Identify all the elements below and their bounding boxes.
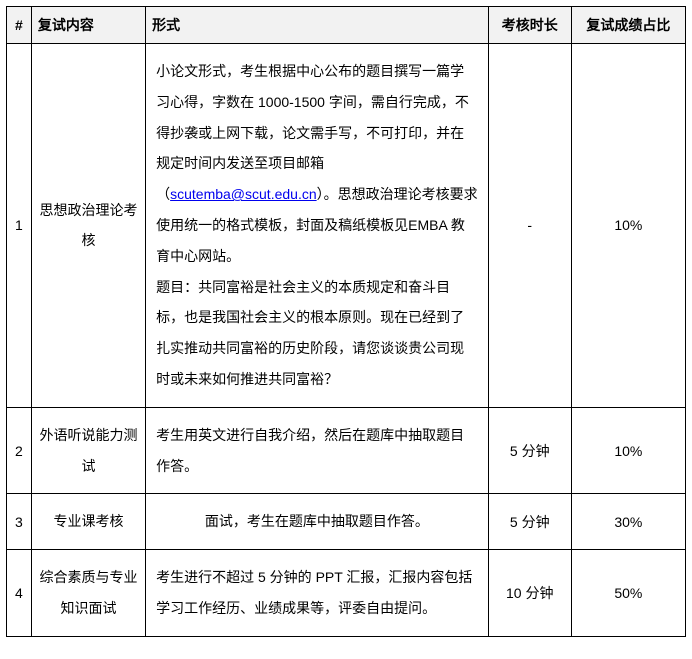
- row-num: 4: [7, 550, 32, 637]
- table-row: 4 综合素质与专业知识面试 考生进行不超过 5 分钟的 PPT 汇报，汇报内容包…: [7, 550, 686, 637]
- row-duration: -: [488, 44, 571, 408]
- row-content: 专业课考核: [31, 494, 145, 550]
- row-content: 思想政治理论考核: [31, 44, 145, 408]
- row-num: 2: [7, 407, 32, 494]
- row-duration: 10 分钟: [488, 550, 571, 637]
- header-num: #: [7, 7, 32, 44]
- row-form: 考生进行不超过 5 分钟的 PPT 汇报，汇报内容包括学习工作经历、业绩成果等，…: [146, 550, 489, 637]
- row-duration: 5 分钟: [488, 407, 571, 494]
- row-weight: 10%: [571, 44, 685, 408]
- email-link[interactable]: scutemba@scut.edu.cn: [170, 186, 317, 202]
- row-content: 外语听说能力测试: [31, 407, 145, 494]
- table-row: 1 思想政治理论考核 小论文形式，考生根据中心公布的题目撰写一篇学习心得，字数在…: [7, 44, 686, 408]
- exam-table: # 复试内容 形式 考核时长 复试成绩占比 1 思想政治理论考核 小论文形式，考…: [6, 6, 686, 637]
- header-form: 形式: [146, 7, 489, 44]
- header-weight: 复试成绩占比: [571, 7, 685, 44]
- row-weight: 50%: [571, 550, 685, 637]
- table-row: 2 外语听说能力测试 考生用英文进行自我介绍，然后在题库中抽取题目作答。 5 分…: [7, 407, 686, 494]
- row-weight: 10%: [571, 407, 685, 494]
- header-duration: 考核时长: [488, 7, 571, 44]
- header-content: 复试内容: [31, 7, 145, 44]
- row-form: 考生用英文进行自我介绍，然后在题库中抽取题目作答。: [146, 407, 489, 494]
- form-text-pre: 小论文形式，考生根据中心公布的题目撰写一篇学习心得，字数在 1000-1500 …: [156, 63, 469, 202]
- row-form: 面试，考生在题库中抽取题目作答。: [146, 494, 489, 550]
- row-content: 综合素质与专业知识面试: [31, 550, 145, 637]
- row-weight: 30%: [571, 494, 685, 550]
- row-form: 小论文形式，考生根据中心公布的题目撰写一篇学习心得，字数在 1000-1500 …: [146, 44, 489, 408]
- row-duration: 5 分钟: [488, 494, 571, 550]
- table-header-row: # 复试内容 形式 考核时长 复试成绩占比: [7, 7, 686, 44]
- row-num: 3: [7, 494, 32, 550]
- row-num: 1: [7, 44, 32, 408]
- table-row: 3 专业课考核 面试，考生在题库中抽取题目作答。 5 分钟 30%: [7, 494, 686, 550]
- form-text-para2: 题目：共同富裕是社会主义的本质规定和奋斗目标，也是我国社会主义的根本原则。现在已…: [156, 279, 464, 387]
